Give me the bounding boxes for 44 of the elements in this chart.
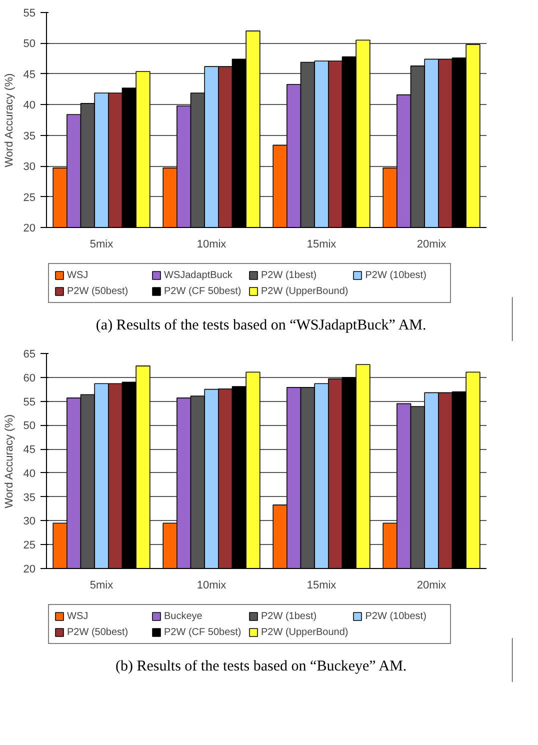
x-tick-label: 20mix [416, 580, 447, 592]
y-axis-title: Word Accuracy (%) [3, 73, 16, 168]
y-tick-label: 45 [23, 68, 36, 81]
legend-label: P2W (1best) [261, 269, 318, 281]
x-tick-label: 5mix [90, 580, 114, 592]
y-tick-label: 55 [23, 396, 36, 408]
y-tick-label: 35 [23, 492, 36, 504]
x-tick-label: 15mix [306, 238, 337, 250]
y-tick-label: 55 [23, 8, 36, 20]
x-tick-label: 10mix [196, 238, 227, 250]
legend-label: WSJadaptBuck [164, 269, 234, 281]
legend-label: P2W (CF 50best) [164, 626, 242, 638]
y-axis-title: Word Accuracy (%) [3, 414, 16, 508]
y-tick-label: 35 [23, 130, 36, 142]
y-tick-label: 20 [23, 564, 36, 576]
legend-label: P2W (50best) [67, 285, 130, 297]
text: (a) Results of the tests based on “WSJadaptBuck” AM. [96, 318, 426, 334]
x-tick-label: 20mix [416, 238, 447, 250]
legend-label: P2W (CF 50best) [164, 285, 242, 297]
y-tick-label: 65 [23, 348, 36, 360]
y-tick-label: 45 [23, 444, 36, 456]
y-tick-label: 25 [23, 192, 36, 204]
x-tick-label: 5mix [90, 238, 114, 250]
y-tick-label: 60 [23, 372, 36, 384]
y-tick-label: 20 [23, 222, 36, 234]
legend-label: P2W (50best) [67, 626, 130, 638]
text: (b) Results of the tests based on “Buckeye” AM. [115, 658, 407, 674]
legend-label: WSJ [67, 269, 90, 281]
y-tick-label: 30 [23, 516, 36, 528]
legend-label: P2W (1best) [261, 610, 318, 622]
y-tick-label: 30 [23, 161, 36, 174]
y-tick-label: 50 [23, 38, 36, 50]
legend-label: P2W (10best) [365, 610, 428, 622]
y-tick-label: 40 [23, 468, 36, 480]
legend-label: WSJ [67, 610, 90, 622]
legend-label: Buckeye [164, 610, 204, 622]
y-tick-label: 50 [23, 420, 36, 432]
x-tick-label: 10mix [196, 580, 227, 592]
legend-label: P2W (UpperBound) [261, 285, 348, 297]
x-tick-label: 15mix [306, 580, 337, 592]
y-tick-label: 25 [23, 540, 36, 552]
y-tick-label: 40 [23, 100, 36, 112]
legend-label: P2W (UpperBound) [261, 626, 348, 638]
legend-label: P2W (10best) [365, 269, 428, 281]
